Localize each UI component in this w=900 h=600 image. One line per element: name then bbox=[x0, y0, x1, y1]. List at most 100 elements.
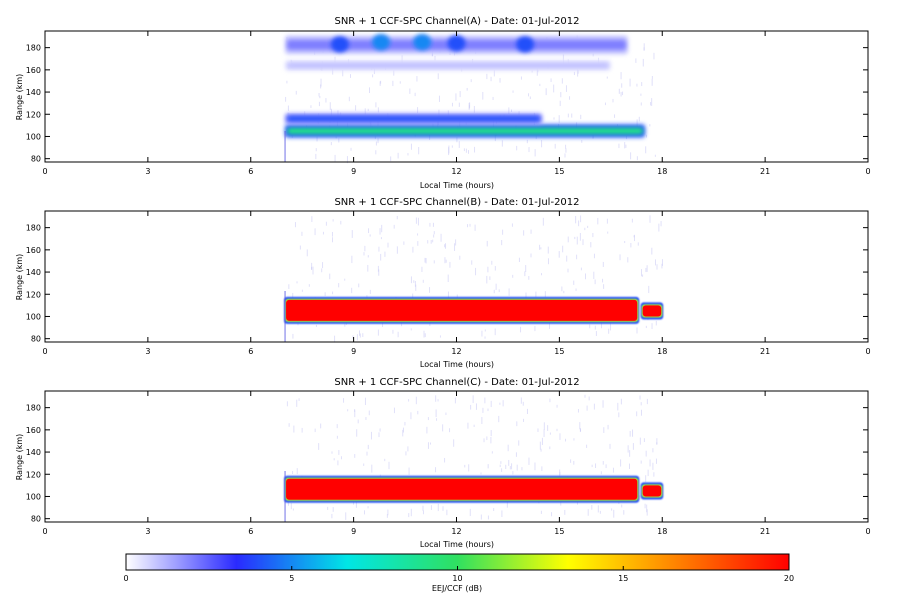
noise-speckle bbox=[409, 88, 411, 94]
noise-speckle bbox=[520, 76, 522, 80]
noise-speckle bbox=[346, 156, 348, 164]
noise-speckle bbox=[489, 276, 491, 280]
noise-speckle bbox=[642, 274, 644, 277]
noise-speckle bbox=[529, 96, 531, 100]
noise-speckle bbox=[286, 401, 288, 407]
noise-speckle bbox=[491, 451, 493, 454]
noise-speckle bbox=[500, 461, 502, 464]
noise-speckle bbox=[367, 264, 369, 272]
noise-speckle bbox=[650, 102, 652, 106]
noise-speckle bbox=[559, 433, 561, 440]
noise-speckle bbox=[368, 410, 370, 416]
noise-speckle bbox=[620, 459, 622, 467]
noise-speckle bbox=[634, 234, 636, 242]
noise-speckle bbox=[368, 87, 370, 94]
x-tick-label: 0 bbox=[42, 347, 47, 356]
noise-speckle bbox=[573, 280, 575, 285]
noise-speckle bbox=[556, 404, 558, 408]
noise-speckle bbox=[437, 73, 439, 80]
noise-speckle bbox=[562, 245, 564, 253]
x-tick-label: 0 bbox=[42, 167, 47, 176]
noise-speckle bbox=[311, 216, 313, 222]
x-tick-label: 12 bbox=[451, 527, 461, 536]
noise-speckle bbox=[549, 446, 551, 450]
noise-speckle bbox=[359, 330, 361, 336]
noise-speckle bbox=[630, 152, 632, 160]
y-tick-label: 180 bbox=[26, 224, 41, 233]
noise-speckle bbox=[474, 224, 476, 231]
noise-speckle bbox=[367, 506, 369, 509]
noise-speckle bbox=[540, 247, 542, 250]
noise-speckle bbox=[518, 111, 520, 115]
noise-speckle bbox=[315, 324, 317, 327]
noise-speckle bbox=[357, 419, 359, 424]
y-tick-label: 120 bbox=[26, 110, 41, 119]
noise-speckle bbox=[337, 460, 339, 466]
noise-speckle bbox=[430, 240, 432, 244]
x-axis: 0 3 6 9 12 15 18 21 0 bbox=[42, 31, 871, 176]
noise-speckle bbox=[363, 463, 365, 466]
noise-speckle bbox=[636, 327, 638, 334]
noise-speckle bbox=[371, 464, 373, 473]
noise-speckle bbox=[493, 70, 495, 77]
noise-speckle bbox=[334, 154, 336, 162]
noise-speckle bbox=[623, 510, 625, 515]
noise-speckle bbox=[643, 438, 645, 442]
noise-speckle bbox=[455, 93, 457, 101]
noise-speckle bbox=[603, 427, 605, 433]
noise-speckle bbox=[573, 438, 575, 441]
noise-speckle bbox=[584, 227, 586, 231]
y-tick-label: 140 bbox=[26, 448, 41, 457]
noise-speckle bbox=[334, 56, 336, 63]
noise-speckle bbox=[292, 292, 294, 299]
noise-speckle bbox=[645, 134, 647, 138]
noise-speckle bbox=[483, 438, 485, 443]
noise-speckle bbox=[578, 220, 580, 227]
noise-speckle bbox=[293, 425, 295, 433]
noise-speckle bbox=[621, 83, 623, 88]
noise-speckle bbox=[639, 437, 641, 445]
noise-speckle bbox=[331, 237, 333, 243]
noise-speckle bbox=[324, 292, 326, 296]
noise-speckle bbox=[544, 291, 546, 298]
noise-speckle bbox=[473, 105, 475, 113]
noise-speckle bbox=[402, 427, 404, 433]
noise-speckle bbox=[520, 397, 522, 404]
noise-speckle bbox=[646, 398, 648, 405]
noise-speckle bbox=[486, 73, 488, 80]
noise-speckle bbox=[465, 148, 467, 153]
noise-speckle bbox=[295, 90, 297, 95]
noise-speckle bbox=[610, 322, 612, 331]
noise-speckle bbox=[553, 117, 555, 120]
noise-speckle bbox=[396, 246, 398, 254]
noise-speckle bbox=[445, 412, 447, 416]
noise-speckle bbox=[498, 289, 500, 293]
noise-speckle bbox=[319, 96, 321, 99]
noise-speckle bbox=[577, 69, 579, 77]
noise-speckle bbox=[392, 329, 394, 334]
noise-speckle bbox=[560, 92, 562, 98]
echo-layer bbox=[287, 127, 644, 135]
noise-speckle bbox=[569, 96, 571, 100]
noise-speckle bbox=[469, 508, 471, 517]
panel-channel-c: SNR + 1 CCF-SPC Channel(C) - Date: 01-Ju… bbox=[15, 377, 871, 549]
noise-speckle bbox=[374, 136, 376, 140]
noise-speckle bbox=[444, 244, 446, 248]
noise-speckle bbox=[417, 233, 419, 236]
noise-speckle bbox=[384, 251, 386, 257]
noise-speckle bbox=[652, 448, 654, 453]
noise-speckle bbox=[285, 96, 287, 102]
y-axis: 80 100 120 140 160 180 bbox=[26, 44, 868, 164]
noise-speckle bbox=[597, 217, 599, 225]
y-tick-label: 160 bbox=[26, 426, 41, 435]
noise-speckle bbox=[445, 243, 447, 249]
echo-layer bbox=[287, 62, 609, 69]
noise-speckle bbox=[595, 331, 597, 337]
noise-speckle bbox=[464, 464, 466, 468]
noise-speckle bbox=[486, 240, 488, 247]
noise-speckle bbox=[331, 231, 333, 237]
noise-speckle bbox=[620, 72, 622, 80]
noise-speckle bbox=[560, 500, 562, 506]
noise-speckle bbox=[320, 423, 322, 429]
noise-speckle bbox=[502, 400, 504, 407]
